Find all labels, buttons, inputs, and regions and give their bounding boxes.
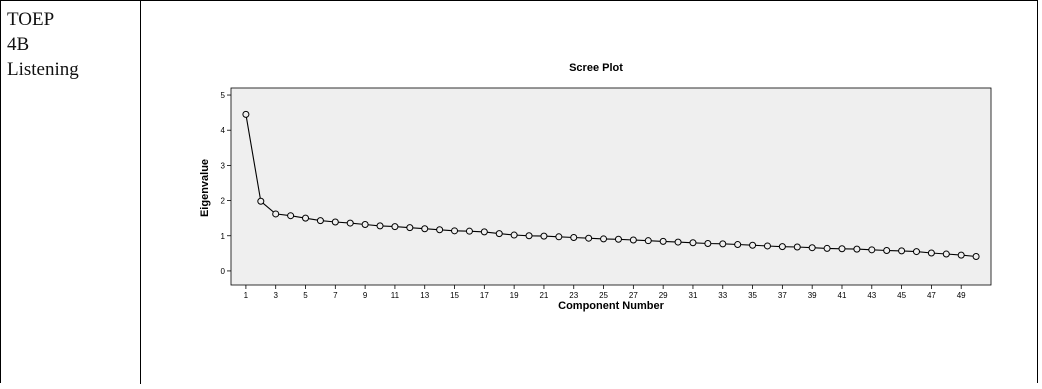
data-point [793, 243, 801, 251]
data-point [480, 228, 488, 236]
data-point [406, 224, 414, 232]
data-point [659, 237, 667, 245]
data-point [570, 234, 578, 242]
x-tick-label: 13 [420, 291, 429, 300]
data-point [719, 240, 727, 248]
series-eigenvalue [242, 110, 980, 261]
data-point [749, 241, 757, 249]
y-tick-label: 3 [221, 161, 226, 170]
y-tick-label: 2 [221, 197, 226, 206]
data-point [510, 231, 518, 239]
y-tick-label: 1 [221, 232, 226, 241]
data-point [704, 239, 712, 247]
data-point [421, 225, 429, 233]
data-point [674, 238, 682, 246]
label-cell: TOEP 4B Listening [1, 1, 141, 384]
data-point [778, 243, 786, 251]
data-point [927, 249, 935, 257]
y-axis-label: Eigenvalue [199, 159, 211, 217]
x-tick-label: 11 [391, 291, 400, 300]
x-tick-label: 15 [450, 291, 459, 300]
data-point [629, 236, 637, 244]
data-point [257, 197, 265, 205]
data-point [465, 227, 473, 235]
label-line-skill: Listening [7, 59, 79, 80]
x-tick-label: 19 [510, 291, 519, 300]
chart-title: Scree Plot [569, 62, 623, 74]
data-point [614, 235, 622, 243]
data-point [600, 235, 608, 243]
x-tick-label: 21 [539, 291, 548, 300]
data-point [316, 217, 324, 225]
data-point [540, 232, 548, 240]
label-line-form: 4B [7, 34, 30, 55]
data-point [972, 253, 980, 261]
data-point [242, 110, 250, 118]
data-point [942, 250, 950, 258]
data-point [853, 245, 861, 253]
data-point [689, 239, 697, 247]
x-axis-label: Component Number [558, 300, 664, 312]
y-tick-label: 5 [221, 91, 226, 100]
data-point [734, 241, 742, 249]
y-tick-label: 4 [221, 126, 226, 135]
data-point [391, 223, 399, 231]
x-tick-label: 3 [273, 291, 278, 300]
data-point [555, 233, 563, 241]
x-tick-label: 17 [480, 291, 489, 300]
x-tick-label: 35 [748, 291, 757, 300]
data-point [883, 247, 891, 255]
x-tick-label: 33 [718, 291, 727, 300]
data-point [838, 245, 846, 253]
x-tick-label: 23 [569, 291, 578, 300]
x-tick-label: 7 [333, 291, 338, 300]
x-tick-label: 41 [838, 291, 847, 300]
y-axis: 0 1 2 3 4 5 [221, 91, 231, 276]
x-tick-label: 49 [957, 291, 966, 300]
data-point [808, 244, 816, 252]
x-tick-label: 47 [927, 291, 936, 300]
x-tick-label: 25 [599, 291, 608, 300]
plot-area [230, 87, 992, 286]
label-line-test: TOEP [7, 9, 55, 30]
data-point [912, 248, 920, 256]
data-point [495, 230, 503, 238]
data-point [451, 227, 459, 235]
data-point [763, 242, 771, 250]
x-tick-label: 9 [363, 291, 368, 300]
data-point [272, 210, 280, 218]
data-point [898, 247, 906, 255]
x-tick-label: 29 [659, 291, 668, 300]
data-point [361, 220, 369, 228]
data-point [525, 232, 533, 240]
x-tick-label: 43 [867, 291, 876, 300]
data-point [823, 244, 831, 252]
data-point [287, 212, 295, 220]
data-point [436, 226, 444, 234]
data-point [957, 251, 965, 259]
x-tick-label: 31 [689, 291, 698, 300]
data-point [644, 237, 652, 245]
x-tick-label: 1 [244, 291, 249, 300]
data-point [346, 219, 354, 227]
data-point [331, 218, 339, 226]
x-tick-label: 45 [897, 291, 906, 300]
y-tick-label: 0 [221, 267, 226, 276]
data-point [868, 246, 876, 254]
data-point [376, 222, 384, 230]
x-tick-label: 37 [778, 291, 787, 300]
data-point [585, 234, 593, 242]
x-tick-label: 27 [629, 291, 638, 300]
x-tick-label: 5 [303, 291, 308, 300]
x-axis: 1 3 5 7 9 11 13 15 17 19 21 23 25 27 29 31 33 35 37 39 41 43 4… [244, 285, 966, 300]
x-tick-label: 39 [808, 291, 817, 300]
data-point [302, 214, 310, 222]
